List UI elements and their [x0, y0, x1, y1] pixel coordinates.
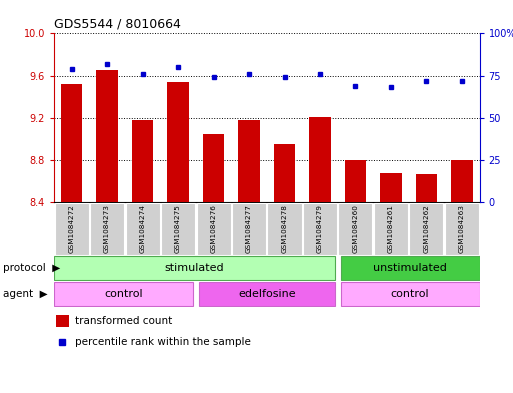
Bar [239, 120, 260, 202]
Bar [54, 203, 89, 255]
Bar [445, 203, 479, 255]
Bar [416, 174, 437, 202]
Bar [54, 257, 335, 280]
Bar [203, 134, 224, 202]
Bar [345, 160, 366, 202]
Text: stimulated: stimulated [165, 263, 224, 273]
Text: edelfosine: edelfosine [238, 289, 295, 299]
Bar [339, 203, 372, 255]
Text: GSM1084278: GSM1084278 [282, 204, 287, 253]
Text: GDS5544 / 8010664: GDS5544 / 8010664 [54, 18, 181, 31]
Bar [380, 173, 402, 202]
Bar [303, 203, 337, 255]
Text: GSM1084273: GSM1084273 [104, 204, 110, 253]
Bar [232, 203, 266, 255]
Bar [409, 203, 443, 255]
Text: agent  ▶: agent ▶ [3, 289, 47, 299]
Bar [96, 70, 117, 202]
Text: GSM1084279: GSM1084279 [317, 204, 323, 253]
Text: control: control [104, 289, 143, 299]
Bar [167, 82, 189, 202]
Text: control: control [391, 289, 429, 299]
Text: GSM1084276: GSM1084276 [210, 204, 216, 253]
Bar [267, 203, 302, 255]
Bar [341, 257, 480, 280]
Bar [90, 203, 124, 255]
Text: percentile rank within the sample: percentile rank within the sample [75, 337, 251, 347]
Bar [199, 282, 335, 305]
Text: GSM1084275: GSM1084275 [175, 204, 181, 253]
Bar [54, 282, 193, 305]
Text: protocol  ▶: protocol ▶ [3, 263, 60, 273]
Text: GSM1084272: GSM1084272 [69, 204, 74, 253]
Bar [61, 84, 82, 202]
Bar [132, 120, 153, 202]
Text: GSM1084262: GSM1084262 [423, 204, 429, 253]
Bar [196, 203, 230, 255]
Text: GSM1084261: GSM1084261 [388, 204, 394, 253]
Text: GSM1084277: GSM1084277 [246, 204, 252, 253]
Bar [374, 203, 408, 255]
Bar [274, 144, 295, 202]
Text: GSM1084274: GSM1084274 [140, 204, 146, 253]
Bar [56, 314, 69, 327]
Bar [161, 203, 195, 255]
Bar [341, 282, 480, 305]
Bar [451, 160, 472, 202]
Text: GSM1084260: GSM1084260 [352, 204, 359, 253]
Bar [126, 203, 160, 255]
Bar [309, 117, 330, 202]
Text: unstimulated: unstimulated [373, 263, 447, 273]
Text: transformed count: transformed count [75, 316, 172, 326]
Text: GSM1084263: GSM1084263 [459, 204, 465, 253]
